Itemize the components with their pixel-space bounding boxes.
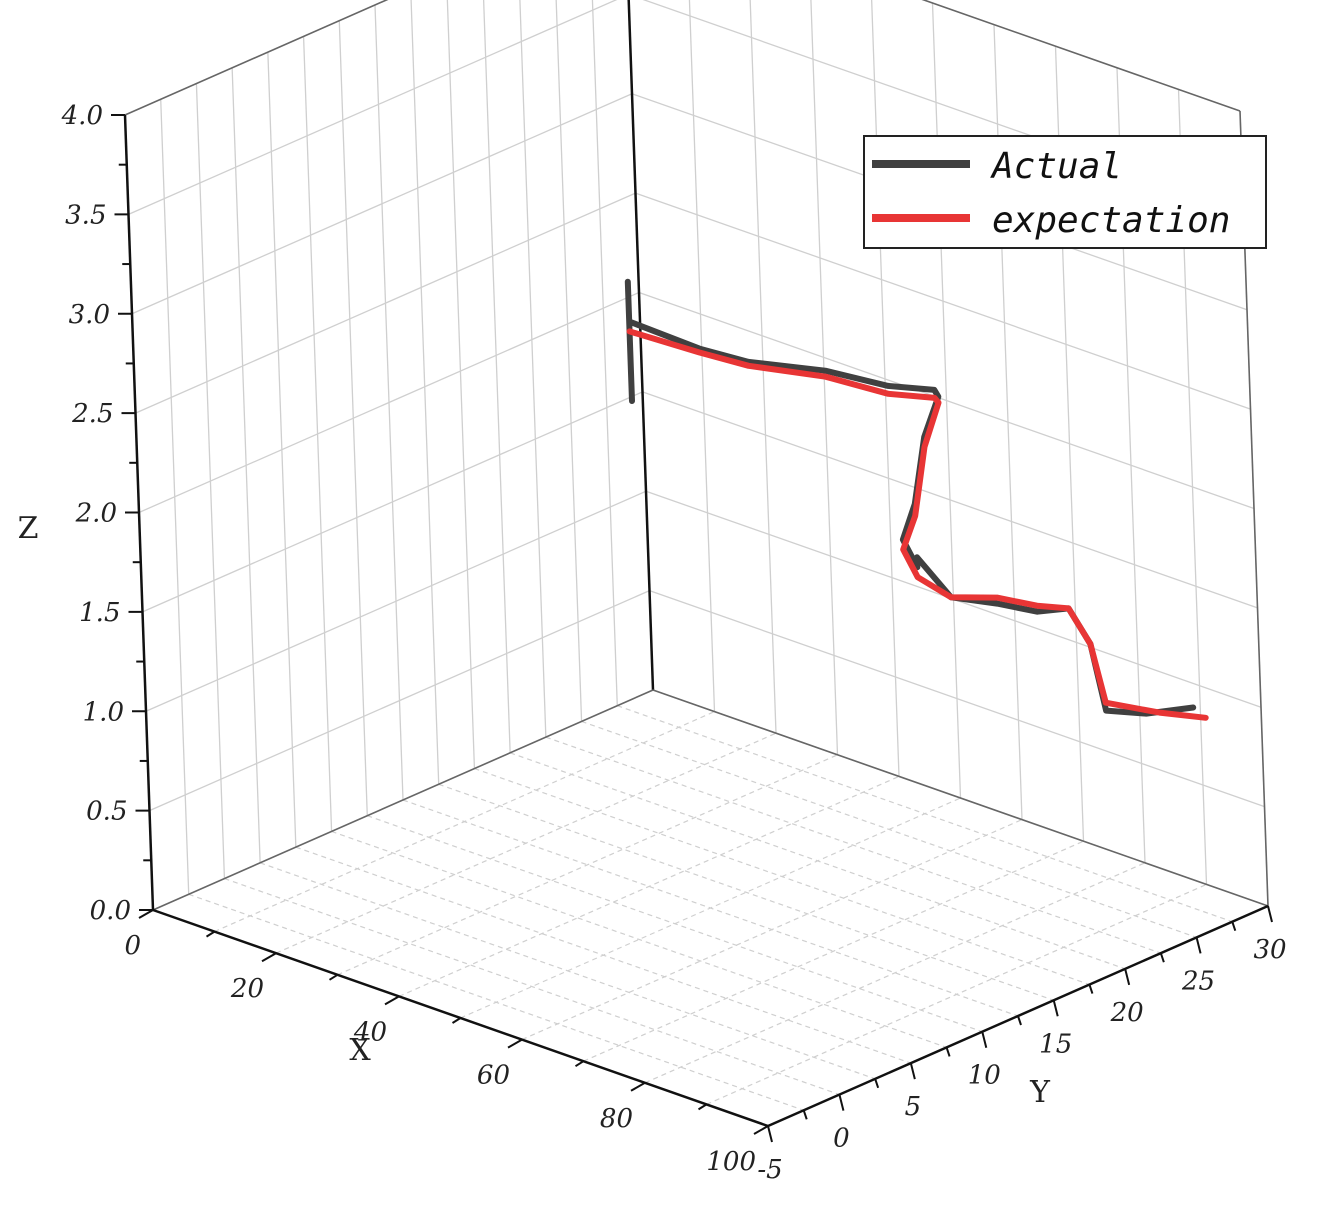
y-tick: [1195, 937, 1202, 954]
floor-gridline-x: [337, 754, 838, 976]
legend-label-expectation: expectation: [992, 200, 1230, 241]
y-tick-label: -5: [757, 1155, 782, 1185]
y-minor-tick: [802, 1109, 808, 1120]
series-line-expectation: [626, 328, 1209, 721]
y-tick-label: 10: [968, 1061, 1001, 1091]
x-tick: [384, 995, 400, 1006]
sidewall-gridline-y: [446, 0, 476, 769]
sidewall-gridline-z: [138, 291, 640, 514]
sidewall-gridline-z: [128, 0, 618, 215]
y-tick: [838, 1094, 845, 1111]
backwall-gridline-z: [649, 590, 1265, 808]
floor-gridline-y: [402, 799, 1019, 1017]
sidewall-gridline-z: [142, 391, 643, 613]
floor-gridline-y: [188, 893, 804, 1111]
y-minor-tick: [874, 1078, 880, 1089]
x-tick-label: 100: [706, 1147, 756, 1177]
legend: Actual expectation: [863, 135, 1267, 249]
x-minor-tick: [697, 1103, 708, 1111]
sidewall-gridline-z: [145, 490, 647, 712]
frame-top-left-edge: [124, 0, 389, 116]
z-tick-label: 3.5: [65, 200, 106, 230]
floor-gridline-y: [295, 846, 912, 1064]
x-tick-label: 60: [477, 1061, 510, 1091]
y-tick-label: 30: [1253, 935, 1286, 965]
sidewall-gridline-z: [135, 192, 636, 414]
x-axis-title: X: [349, 1033, 371, 1068]
y-minor-tick: [945, 1047, 951, 1057]
x-tick-label: 80: [600, 1104, 633, 1134]
floor-gridline-y: [331, 830, 947, 1048]
backwall-gridline-z: [638, 291, 1255, 510]
floor-gridline-y: [581, 720, 1197, 938]
frame-floor-back-left: [152, 689, 654, 911]
y-tick: [909, 1062, 916, 1080]
sidewall-gridline-y: [555, 0, 583, 722]
y-tick: [1052, 1000, 1059, 1017]
x-tick-label: 20: [230, 974, 264, 1004]
frame-floor-back-right: [652, 689, 1269, 907]
x-tick-label: 40: [353, 1017, 387, 1047]
y-minor-tick: [1088, 984, 1094, 994]
x-minor-tick: [574, 1060, 585, 1068]
backwall-gridline-z: [642, 391, 1258, 609]
x-tick: [753, 1125, 769, 1135]
axis-layer: 0.00.51.01.52.02.53.03.54.0020406080100-…: [61, 0, 1287, 1185]
frame-back-vertical: [627, 0, 655, 691]
frame-top-right-edge: [921, 0, 1241, 112]
sidewall-gridline-y: [410, 0, 440, 785]
x-minor-tick: [451, 1017, 462, 1024]
floor-gridline-y: [259, 862, 876, 1080]
y-tick-label: 0: [833, 1124, 850, 1154]
floor-gridline-y: [367, 815, 983, 1033]
z-tick-label: 2.0: [75, 499, 117, 529]
y-tick: [1124, 968, 1131, 986]
floor-gridline-y: [438, 783, 1054, 1001]
sidewall-gridline-y: [482, 0, 511, 753]
floor-gridline-y: [474, 768, 1090, 986]
y-minor-tick: [1159, 952, 1165, 963]
x-minor-tick: [328, 973, 339, 981]
y-axis-title: Y: [1029, 1075, 1051, 1110]
z-tick-label: 4.0: [61, 101, 103, 131]
y-tick: [1267, 905, 1273, 923]
legend-box: [863, 135, 1267, 249]
y-tick-label: 5: [905, 1092, 922, 1122]
series-layer: [624, 278, 1209, 721]
sidewall-gridline-z: [131, 93, 633, 315]
y-tick: [981, 1031, 988, 1048]
x-tick-label: 0: [124, 931, 141, 961]
floor-gridline-y: [224, 878, 840, 1096]
y-tick: [767, 1125, 773, 1143]
backwall-gridline-z: [635, 192, 1251, 410]
y-tick-label: 15: [1039, 1029, 1072, 1059]
z-tick-label: 0.0: [90, 896, 131, 926]
floor-gridline-y: [617, 705, 1233, 923]
floor-gridline-y: [509, 752, 1126, 970]
sidewall-gridline-z: [149, 590, 650, 812]
legend-label-actual: Actual: [990, 146, 1122, 187]
floor-gridline-x: [583, 840, 1084, 1062]
y-minor-tick: [1231, 921, 1237, 932]
y-tick-label: 20: [1110, 998, 1144, 1028]
z-axis-title: Z: [18, 511, 39, 546]
floor-gridline-x: [398, 775, 900, 997]
z-tick-label: 3.0: [69, 300, 110, 330]
x-tick: [138, 909, 154, 919]
z-tick-label: 1.0: [83, 697, 124, 727]
y-minor-tick: [1017, 1015, 1022, 1026]
floor-gridline-y: [545, 736, 1162, 954]
sidewall-gridline-y: [519, 0, 547, 738]
x-minor-tick: [205, 930, 216, 938]
z-tick-label: 0.5: [86, 797, 127, 827]
x-tick: [507, 1038, 523, 1049]
z-tick-label: 2.5: [71, 399, 113, 429]
z-tick-label: 1.5: [79, 598, 120, 628]
x-tick: [630, 1081, 646, 1092]
x-tick: [261, 952, 277, 963]
y-tick-label: 25: [1181, 966, 1215, 996]
floor-gridline-x: [644, 862, 1146, 1084]
